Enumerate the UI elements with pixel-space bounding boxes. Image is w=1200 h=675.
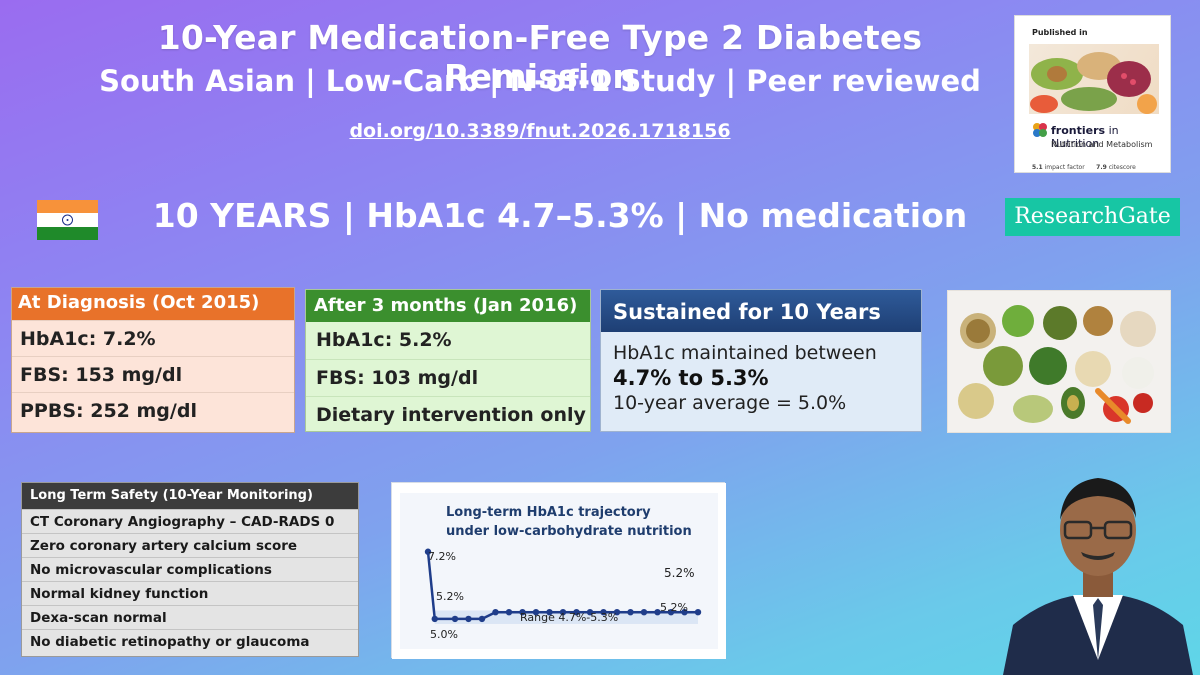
chart-point	[424, 548, 432, 555]
frontiers-logo-icon	[1033, 123, 1047, 137]
india-flag-icon	[37, 200, 98, 240]
chart-point	[654, 609, 661, 616]
diagnosis-ppbs: PPBS: 252 mg/dl	[12, 392, 294, 428]
sustained-average: 10-year average = 5.0%	[613, 392, 847, 414]
chart-title-line-2: under low-carbohydrate nutrition	[446, 524, 692, 539]
diagnosis-card-title: At Diagnosis (Oct 2015)	[12, 288, 294, 320]
three-months-card: After 3 months (Jan 2016) HbA1c: 5.2% FB…	[305, 289, 591, 432]
page-subtitle: South Asian | Low-Carb | N-of-1 Study | …	[99, 64, 981, 98]
safety-item-dexa: Dexa-scan normal	[22, 605, 358, 629]
hba1c-chart-svg: Long-term HbA1c trajectory under low-car…	[392, 483, 726, 659]
journal-card[interactable]: Published in frontiers in Nutrition Nutr…	[1014, 15, 1171, 173]
chart-point	[478, 615, 486, 623]
chart-point	[586, 609, 594, 616]
three-months-diet: Dietary intervention only	[306, 396, 590, 433]
chart-point	[694, 609, 702, 616]
chart-range-label: Range 4.7%-5.3%	[520, 611, 618, 624]
chart-point	[546, 609, 553, 616]
chart-point	[465, 615, 472, 623]
safety-item-retinopathy: No diabetic retinopathy or glaucoma	[22, 629, 358, 653]
journal-section: Nutrition and Metabolism	[1051, 140, 1153, 149]
chart-label-low: 5.0%	[430, 628, 458, 641]
chart-point	[451, 615, 459, 623]
author-photo	[1003, 460, 1193, 675]
chart-point	[613, 609, 621, 616]
chart-point	[505, 609, 513, 616]
chart-label-end-top: 5.2%	[664, 566, 695, 580]
doi-link[interactable]: doi.org/10.3389/fnut.2026.1718156	[349, 120, 731, 142]
chart-point	[627, 609, 634, 616]
safety-item-kidney: Normal kidney function	[22, 581, 358, 605]
hba1c-trajectory-chart: Long-term HbA1c trajectory under low-car…	[391, 482, 726, 659]
safety-item-ct-angiography: CT Coronary Angiography – CAD-RADS 0	[22, 509, 358, 533]
chart-label-post: 5.2%	[436, 590, 464, 603]
safety-item-microvascular: No microvascular complications	[22, 557, 358, 581]
chart-point	[519, 609, 526, 616]
healthy-food-image	[947, 290, 1171, 433]
three-months-card-title: After 3 months (Jan 2016)	[306, 290, 590, 322]
diagnosis-fbs: FBS: 153 mg/dl	[12, 356, 294, 392]
chart-point	[431, 615, 438, 623]
diagnosis-card: At Diagnosis (Oct 2015) HbA1c: 7.2% FBS:…	[11, 287, 295, 433]
sustained-card-title: Sustained for 10 Years	[601, 290, 921, 332]
chart-point	[492, 609, 499, 616]
researchgate-logo[interactable]: ResearchGate	[1005, 198, 1180, 236]
headline: 10 YEARS | HbA1c 4.7–5.3% | No medicatio…	[152, 196, 968, 235]
journal-cover-image	[1029, 44, 1159, 114]
page-title: 10-Year Medication-Free Type 2 Diabetes …	[157, 18, 923, 96]
chart-point	[681, 609, 688, 616]
journal-name: frontiers in Nutrition	[1051, 124, 1119, 150]
chart-point	[667, 609, 675, 616]
chart-point	[573, 609, 580, 616]
safety-item-calcium-score: Zero coronary artery calcium score	[22, 533, 358, 557]
journal-metrics: 5.1 impact factor 7.9 citescore	[1032, 164, 1136, 171]
published-in-label: Published in	[1032, 28, 1088, 37]
three-months-fbs: FBS: 103 mg/dl	[306, 359, 590, 396]
chart-label-start: 7.2%	[428, 550, 456, 563]
sustained-range: 4.7% to 5.3%	[613, 366, 769, 390]
chart-point	[532, 609, 540, 616]
chart-title-line-1: Long-term HbA1c trajectory	[446, 505, 651, 520]
long-term-safety-panel: Long Term Safety (10-Year Monitoring) CT…	[21, 482, 359, 657]
diagnosis-hba1c: HbA1c: 7.2%	[12, 320, 294, 356]
safety-panel-title: Long Term Safety (10-Year Monitoring)	[22, 483, 358, 509]
chart-label-end-bottom: 5.2%	[660, 601, 688, 614]
sustained-line-1: HbA1c maintained between	[613, 342, 877, 364]
chart-point	[600, 609, 607, 616]
three-months-hba1c: HbA1c: 5.2%	[316, 329, 452, 351]
sustained-card: Sustained for 10 Years HbA1c maintained …	[600, 289, 922, 432]
chart-point	[640, 609, 648, 616]
chart-point	[559, 609, 567, 616]
